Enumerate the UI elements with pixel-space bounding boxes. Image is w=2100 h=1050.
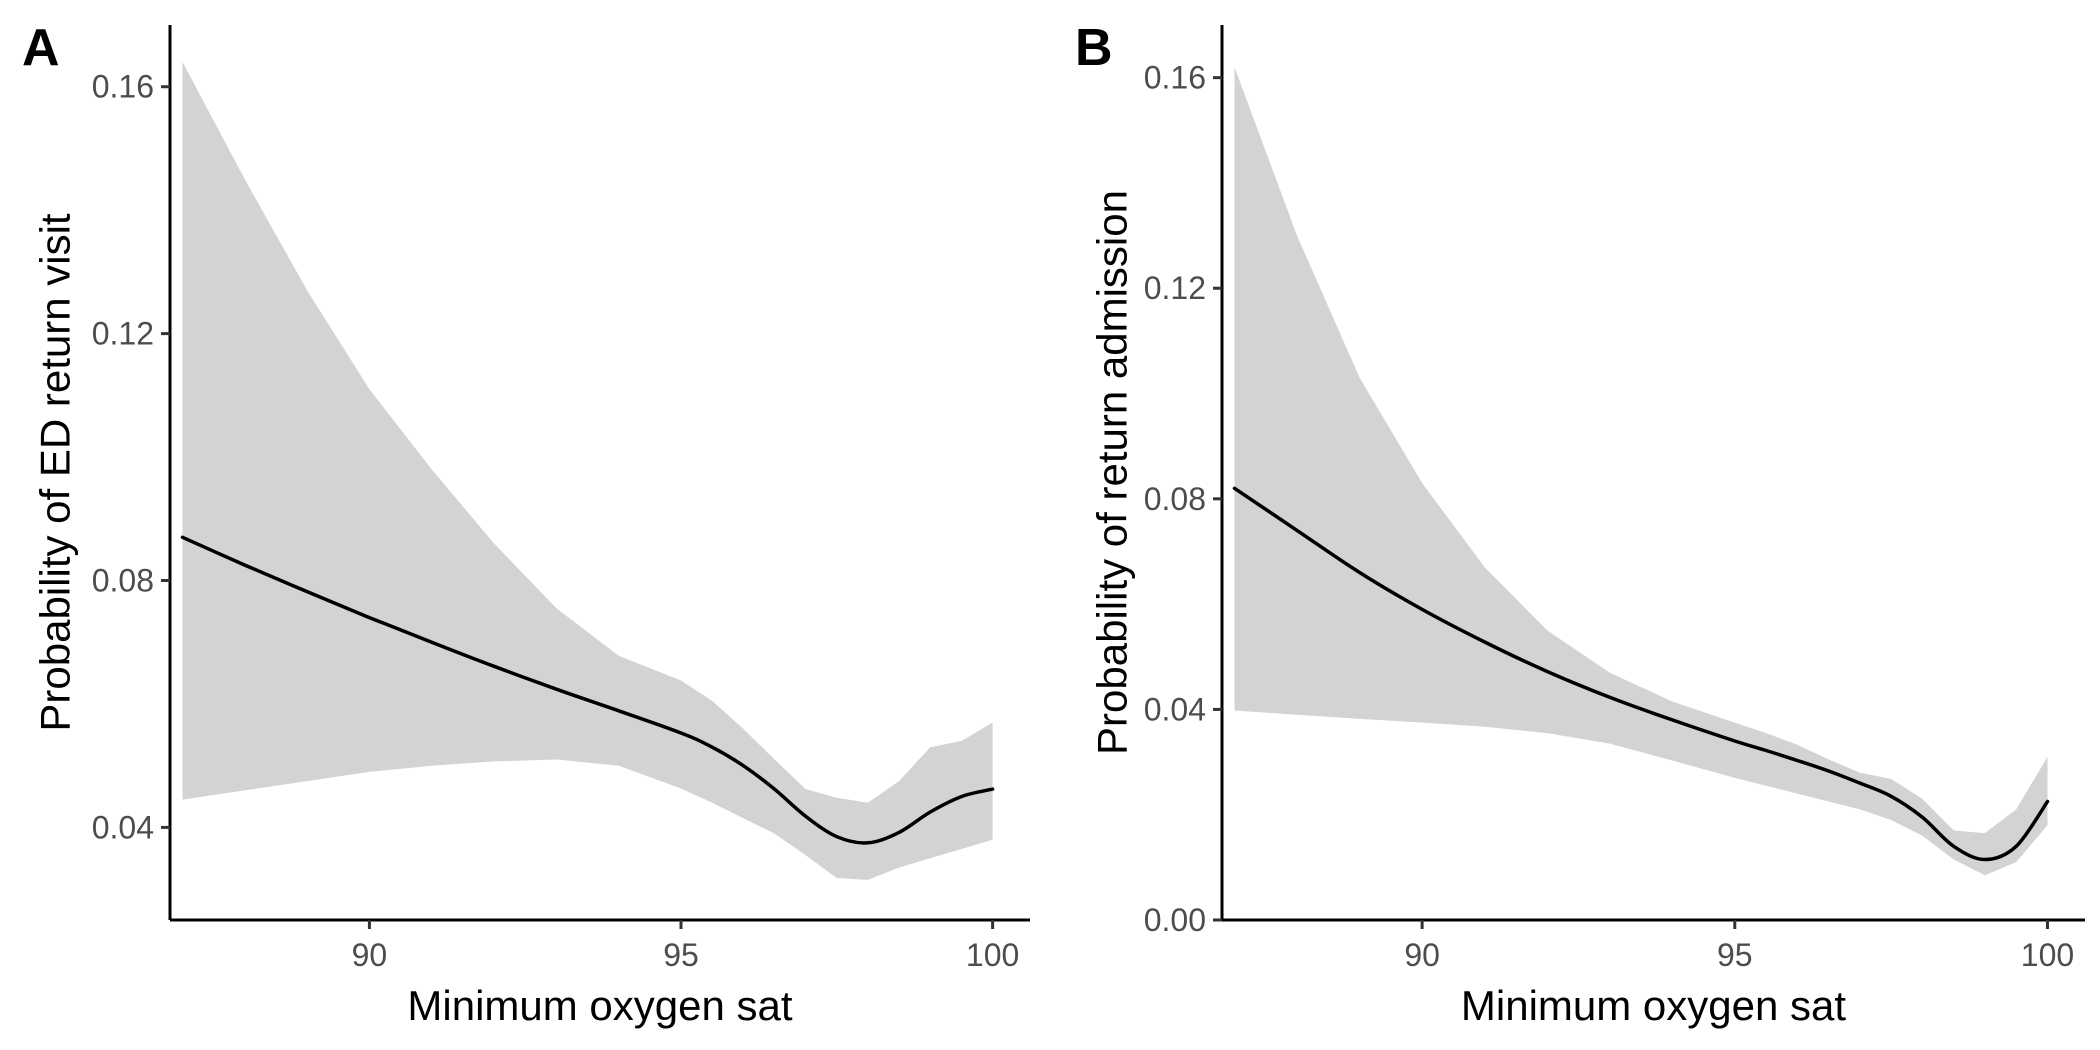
panel-b-y-ticks: 0.00 0.04 0.08 0.12 0.16 <box>1144 60 1222 938</box>
panel-b-y-axis-title: Probability of return admission <box>1089 190 1136 755</box>
panel-a-y-tick-label: 0.16 <box>92 69 154 105</box>
panel-a-y-tick-label: 0.12 <box>92 316 154 352</box>
panel-a-y-ticks: 0.04 0.08 0.12 0.16 <box>92 69 170 845</box>
panel-a-x-tick-label: 90 <box>352 937 388 973</box>
panel-b-x-tick-label: 95 <box>1717 937 1753 973</box>
panel-a-x-ticks: 90 95 100 <box>352 920 1019 973</box>
panel-b-y-tick-label: 0.16 <box>1144 60 1206 96</box>
panel-a-letter: A <box>22 19 60 77</box>
panel-b-confidence-band <box>1234 67 2048 876</box>
panel-a-confidence-band <box>182 62 993 880</box>
panel-b-x-axis-title: Minimum oxygen sat <box>1461 982 1846 1029</box>
panel-b: 0.00 0.04 0.08 0.12 0.16 90 95 100 B Minimum o… <box>1075 19 2085 1029</box>
panel-a-y-axis-title: Probability of ED return visit <box>32 213 79 732</box>
panel-b-x-tick-label: 100 <box>2021 937 2074 973</box>
panel-b-y-tick-label: 0.12 <box>1144 270 1206 306</box>
panel-b-x-tick-label: 90 <box>1404 937 1440 973</box>
panel-a-y-tick-label: 0.08 <box>92 563 154 599</box>
panel-b-y-tick-label: 0.04 <box>1144 691 1206 727</box>
panel-b-letter: B <box>1075 19 1113 77</box>
panel-a-fit-line <box>180 535 995 845</box>
panel-b-y-tick-label: 0.00 <box>1144 902 1206 938</box>
panel-a-x-tick-label: 100 <box>966 937 1019 973</box>
panel-a: 0.04 0.08 0.12 0.16 90 95 100 A Minimum oxyge… <box>22 19 1030 1029</box>
panel-b-y-tick-label: 0.08 <box>1144 481 1206 517</box>
panel-b-fit-line <box>1232 486 2050 862</box>
panel-a-x-axis-title: Minimum oxygen sat <box>407 982 792 1029</box>
panel-a-x-tick-label: 95 <box>663 937 699 973</box>
panel-a-y-tick-label: 0.04 <box>92 809 154 845</box>
panel-b-x-ticks: 90 95 100 <box>1404 920 2074 973</box>
